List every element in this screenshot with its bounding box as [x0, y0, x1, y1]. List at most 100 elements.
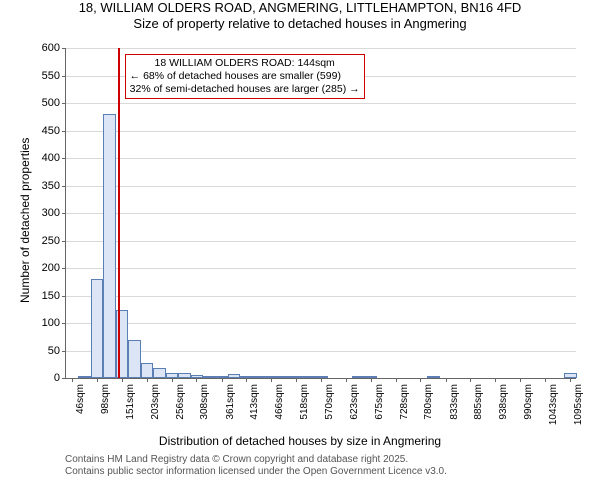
- histogram-bar: [253, 376, 265, 378]
- x-tick-mark: [371, 378, 372, 382]
- x-tick-label: 256sqm: [175, 384, 186, 420]
- y-tick-label: 350: [42, 180, 60, 192]
- y-tick-label: 150: [42, 290, 60, 302]
- y-tick-mark: [62, 378, 66, 379]
- gridline: [66, 131, 576, 132]
- histogram-bar: [178, 373, 190, 379]
- x-tick-label: 1095sqm: [573, 384, 584, 425]
- y-tick-mark: [62, 186, 66, 187]
- y-tick-label: 450: [42, 125, 60, 137]
- gridline: [66, 268, 576, 269]
- x-tick-mark: [172, 378, 173, 382]
- x-tick-label: 728sqm: [399, 384, 410, 420]
- reference-annotation-line: 32% of semi-detached houses are larger (…: [130, 83, 360, 96]
- x-tick-label: 833sqm: [449, 384, 460, 420]
- reference-annotation-line: 18 WILLIAM OLDERS ROAD: 144sqm: [130, 57, 360, 70]
- histogram-bar: [141, 363, 153, 378]
- histogram-bar: [128, 340, 140, 379]
- gridline: [66, 241, 576, 242]
- x-tick-label: 938sqm: [498, 384, 509, 420]
- y-tick-mark: [62, 268, 66, 269]
- histogram-bar: [103, 114, 115, 378]
- y-tick-mark: [62, 103, 66, 104]
- x-tick-label: 308sqm: [199, 384, 210, 420]
- x-tick-mark: [122, 378, 123, 382]
- y-tick-label: 100: [42, 317, 60, 329]
- footer-line2: Contains public sector information licen…: [65, 466, 447, 478]
- x-axis-label: Distribution of detached houses by size …: [0, 434, 600, 448]
- histogram-bar: [91, 279, 103, 378]
- histogram-bar: [203, 376, 215, 378]
- y-tick-label: 0: [54, 372, 60, 384]
- x-tick-label: 623sqm: [349, 384, 360, 420]
- histogram-bar: [228, 374, 240, 378]
- gridline: [66, 186, 576, 187]
- reference-line: [118, 48, 120, 378]
- x-tick-mark: [545, 378, 546, 382]
- x-tick-mark: [396, 378, 397, 382]
- x-tick-label: 46sqm: [75, 384, 86, 414]
- chart-footer: Contains HM Land Registry data © Crown c…: [65, 454, 447, 478]
- x-tick-label: 780sqm: [423, 384, 434, 420]
- reference-annotation-line: ← 68% of detached houses are smaller (59…: [130, 70, 360, 83]
- reference-annotation-box: 18 WILLIAM OLDERS ROAD: 144sqm← 68% of d…: [125, 54, 365, 99]
- x-tick-mark: [470, 378, 471, 382]
- gridline: [66, 351, 576, 352]
- histogram-bar: [153, 368, 165, 378]
- x-tick-mark: [346, 378, 347, 382]
- gridline: [66, 103, 576, 104]
- x-tick-label: 675sqm: [374, 384, 385, 420]
- y-tick-label: 250: [42, 235, 60, 247]
- x-tick-mark: [246, 378, 247, 382]
- x-tick-label: 990sqm: [523, 384, 534, 420]
- x-tick-label: 98sqm: [100, 384, 111, 414]
- x-tick-label: 203sqm: [150, 384, 161, 420]
- footer-line1: Contains HM Land Registry data © Crown c…: [65, 454, 447, 466]
- y-tick-label: 600: [42, 42, 60, 54]
- histogram-chart: 05010015020025030035040045050055060046sq…: [65, 48, 576, 379]
- x-tick-label: 413sqm: [249, 384, 260, 420]
- y-tick-mark: [62, 296, 66, 297]
- y-tick-mark: [62, 213, 66, 214]
- x-tick-mark: [446, 378, 447, 382]
- y-tick-mark: [62, 48, 66, 49]
- gridline: [66, 48, 576, 49]
- x-tick-mark: [147, 378, 148, 382]
- gridline: [66, 323, 576, 324]
- y-axis-label: Number of detached properties: [18, 138, 32, 303]
- y-tick-label: 300: [42, 207, 60, 219]
- histogram-bar: [303, 376, 315, 378]
- histogram-bar: [78, 376, 90, 378]
- y-tick-mark: [62, 241, 66, 242]
- gridline: [66, 296, 576, 297]
- x-tick-label: 1043sqm: [548, 384, 559, 425]
- x-tick-mark: [296, 378, 297, 382]
- x-tick-label: 570sqm: [324, 384, 335, 420]
- x-tick-mark: [271, 378, 272, 382]
- y-tick-mark: [62, 76, 66, 77]
- title-line1: 18, WILLIAM OLDERS ROAD, ANGMERING, LITT…: [0, 0, 600, 16]
- y-tick-label: 500: [42, 97, 60, 109]
- histogram-bar: [278, 376, 290, 378]
- chart-title: 18, WILLIAM OLDERS ROAD, ANGMERING, LITT…: [0, 0, 600, 33]
- x-tick-label: 151sqm: [125, 384, 136, 420]
- x-tick-mark: [495, 378, 496, 382]
- y-tick-mark: [62, 323, 66, 324]
- histogram-bar: [427, 376, 439, 378]
- gridline: [66, 158, 576, 159]
- histogram-bar: [352, 376, 364, 378]
- x-tick-mark: [570, 378, 571, 382]
- x-tick-label: 885sqm: [473, 384, 484, 420]
- x-tick-mark: [196, 378, 197, 382]
- x-tick-mark: [72, 378, 73, 382]
- y-tick-mark: [62, 351, 66, 352]
- y-tick-mark: [62, 131, 66, 132]
- x-tick-mark: [520, 378, 521, 382]
- y-tick-label: 550: [42, 70, 60, 82]
- y-tick-label: 50: [48, 345, 60, 357]
- x-tick-label: 518sqm: [299, 384, 310, 420]
- x-tick-mark: [321, 378, 322, 382]
- y-tick-mark: [62, 158, 66, 159]
- title-line2: Size of property relative to detached ho…: [0, 16, 600, 32]
- x-tick-label: 466sqm: [274, 384, 285, 420]
